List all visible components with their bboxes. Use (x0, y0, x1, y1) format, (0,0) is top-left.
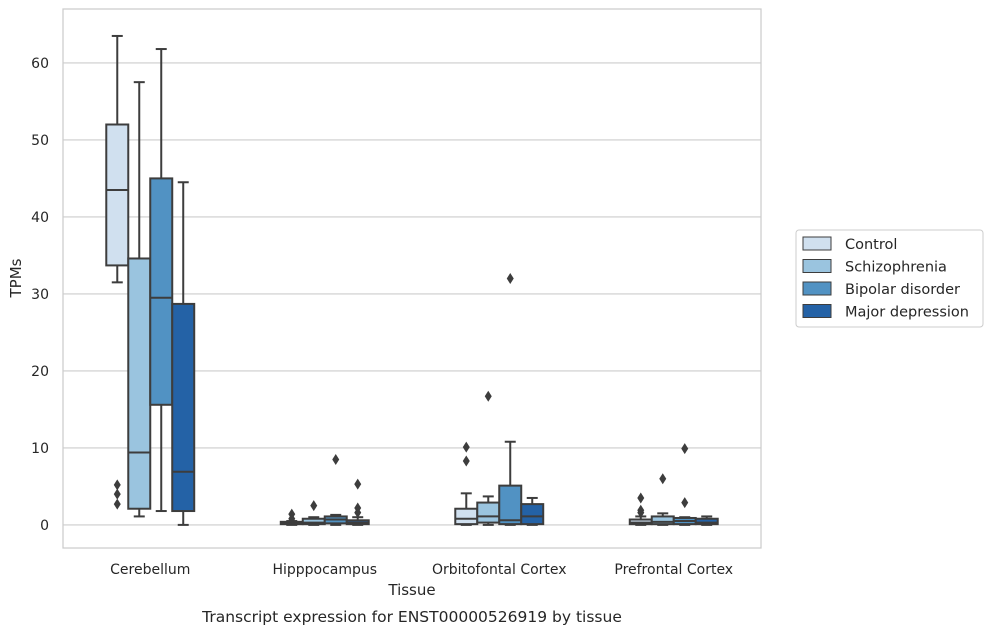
iqr-box (520, 503, 545, 526)
y-tick-label: 50 (31, 133, 49, 149)
y-axis-ticks: 0 10 20 30 40 50 60 (31, 56, 49, 534)
y-tick-label: 60 (31, 56, 49, 72)
figure-caption: Transcript expression for ENST0000052691… (201, 608, 622, 626)
outlier-point (354, 478, 362, 490)
box-major-depression (694, 515, 719, 526)
iqr-box (454, 507, 479, 526)
iqr-box (650, 515, 675, 526)
legend-swatch (802, 281, 832, 296)
box-control (628, 492, 653, 526)
outlier-point (310, 500, 318, 512)
outlier-point (681, 497, 689, 509)
legend-swatch (802, 236, 832, 251)
box-schizophrenia (301, 500, 326, 526)
legend-swatch (802, 259, 832, 273)
x-tick-label: Hipppocampus (272, 562, 377, 578)
legend-swatch (802, 304, 832, 318)
iqr-box (694, 517, 719, 526)
box-schizophrenia (650, 473, 675, 526)
y-tick-label: 40 (31, 210, 49, 226)
legend-label: Schizophrenia (845, 260, 947, 276)
iqr-box (476, 501, 501, 524)
box-major-depression (345, 478, 370, 526)
legend-label: Bipolar disorder (845, 282, 960, 298)
outlier-point (637, 507, 645, 519)
plot-frame (62, 8, 762, 549)
y-axis-label: TPMs (7, 258, 25, 298)
outlier-point (288, 513, 296, 525)
outlier-point (637, 492, 645, 504)
y-tick-label: 30 (31, 287, 49, 303)
iqr-box (149, 177, 174, 406)
box-major-depression (520, 496, 545, 526)
box-major-depression (171, 181, 196, 526)
box-bipolar-disorder (323, 453, 348, 526)
outlier-point (659, 473, 667, 485)
x-axis-label: Tissue (387, 581, 435, 599)
iqr-box (127, 257, 152, 510)
box-schizophrenia (127, 81, 152, 518)
legend: Control Schizophrenia Bipolar disorder Majo… (795, 229, 984, 328)
legend-label: Control (845, 237, 897, 253)
x-tick-label: Cerebellum (110, 562, 190, 578)
y-tick-label: 10 (31, 441, 49, 457)
outlier-point (462, 441, 470, 453)
iqr-box (498, 484, 523, 526)
box-bipolar-disorder (149, 48, 174, 513)
box-control (279, 508, 304, 526)
y-tick-label: 20 (31, 364, 49, 380)
outlier-point (113, 479, 121, 491)
boxplot-groups (105, 34, 719, 526)
x-tick-label: Prefrontal Cortex (614, 562, 733, 578)
outlier-point (681, 443, 689, 455)
outlier-point (332, 453, 340, 465)
y-tick-label: 0 (40, 518, 49, 534)
outlier-point (484, 390, 492, 402)
outlier-point (354, 507, 362, 519)
x-tick-label: Orbitofontal Cortex (432, 562, 567, 578)
legend-label: Major depression (845, 305, 969, 321)
iqr-box (105, 123, 130, 267)
box-bipolar-disorder (498, 273, 523, 526)
outlier-point (506, 273, 514, 284)
box-control (105, 34, 130, 510)
legend-frame (795, 229, 984, 328)
outlier-point (113, 498, 121, 510)
iqr-box (171, 302, 196, 513)
outlier-point (462, 455, 470, 467)
x-axis-ticks: Cerebellum Hipppocampus Orbitofontal Corte… (110, 562, 733, 578)
outlier-point (113, 488, 121, 500)
